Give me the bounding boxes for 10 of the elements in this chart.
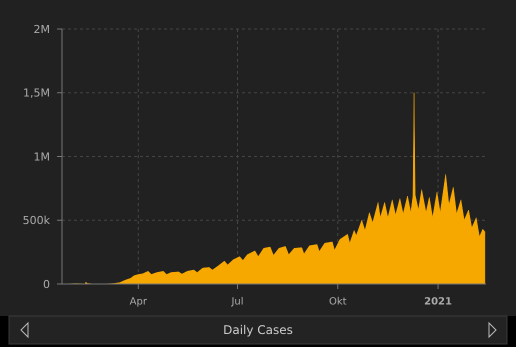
- y-tick-label: 0: [43, 278, 50, 291]
- x-tick-label: Apr: [130, 296, 148, 308]
- y-tick-label: 2M: [34, 22, 50, 36]
- x-tick-label: 2021: [424, 296, 452, 308]
- x-tick-label: Okt: [328, 296, 347, 308]
- y-tick-label: 1M: [34, 150, 50, 164]
- x-tick-label: Jul: [230, 296, 244, 308]
- y-tick-label: 1,5M: [23, 86, 50, 100]
- y-tick-label: 500k: [22, 214, 51, 228]
- text: Daily Cases: [223, 323, 293, 338]
